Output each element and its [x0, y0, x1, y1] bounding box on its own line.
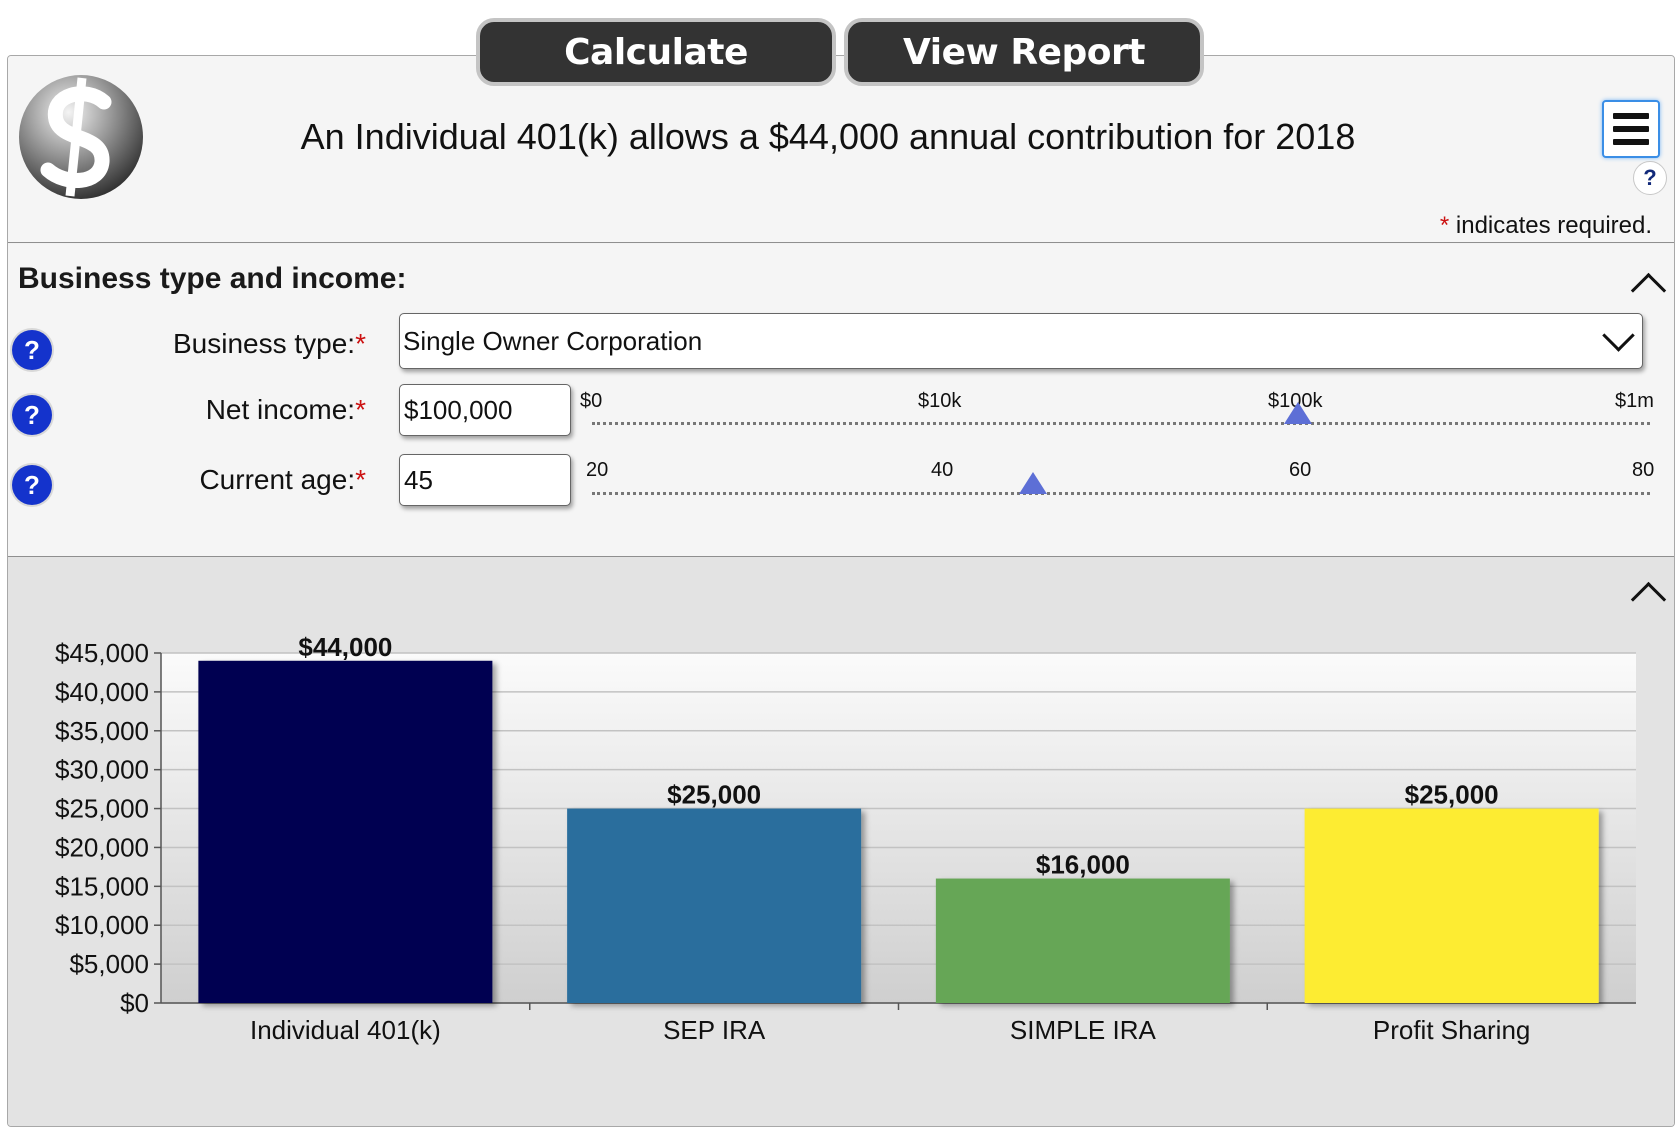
net-income-label-text: Net income: — [205, 394, 356, 425]
net-income-slider-handle[interactable] — [1283, 402, 1312, 424]
business-type-label-text: Business type: — [172, 328, 356, 359]
headline: An Individual 401(k) allows a $44,000 an… — [300, 116, 1356, 157]
business-type-required-star: * — [355, 328, 366, 359]
data-label: $44,000 — [298, 632, 392, 662]
net-income-input[interactable]: $100,000 — [399, 384, 571, 436]
current-age-tick: 60 — [1289, 459, 1312, 481]
header: An Individual 401(k) allows a $44,000 an… — [8, 56, 1674, 243]
y-tick-label: $25,000 — [55, 794, 149, 824]
data-label: $25,000 — [667, 780, 761, 810]
contribution-chart: $0 $5,000 $10,000 $15,000 $20,000 $25,000 $30,… — [55, 632, 1636, 1045]
category-label: SEP IRA — [663, 1015, 766, 1045]
current-age-required-star: * — [355, 464, 366, 495]
data-label: $25,000 — [1405, 780, 1499, 810]
calculator-panel: An Individual 401(k) allows a $44,000 an… — [7, 55, 1675, 1127]
business-type-value: Single Owner Corporation — [403, 325, 703, 356]
logo-icon — [19, 75, 143, 199]
current-age-help-icon[interactable]: ? — [12, 465, 52, 505]
chart-area: $0 $5,000 $10,000 $15,000 $20,000 $25,000 $30,… — [8, 557, 1674, 1126]
net-income-help-icon[interactable]: ? — [12, 395, 52, 435]
current-age-slider-handle[interactable] — [1018, 472, 1047, 494]
required-note: * indicates required. — [1440, 212, 1652, 240]
bar — [567, 808, 862, 1003]
section-title: Business type and income: — [18, 262, 407, 295]
current-age-tick: 20 — [586, 459, 609, 481]
business-type-select[interactable]: Single Owner Corporation — [399, 313, 1643, 369]
y-tick-label: $45,000 — [55, 638, 149, 668]
bar — [1304, 808, 1599, 1003]
current-age-tick: 80 — [1632, 459, 1655, 481]
category-label: Individual 401(k) — [250, 1015, 441, 1045]
collapse-chevron-icon[interactable] — [1630, 272, 1667, 309]
y-tick-label: $35,000 — [55, 716, 149, 746]
menu-icon[interactable] — [1602, 100, 1660, 158]
required-star: * — [1439, 212, 1450, 239]
y-tick-label: $10,000 — [55, 910, 149, 940]
help-icon[interactable]: ? — [1633, 161, 1667, 195]
current-age-input[interactable]: 45 — [399, 454, 571, 506]
net-income-tick: $10k — [918, 390, 962, 412]
current-age-tick: 40 — [931, 459, 954, 481]
category-label: SIMPLE IRA — [1010, 1015, 1157, 1045]
category-label: Profit Sharing — [1373, 1015, 1531, 1045]
business-type-help-icon[interactable]: ? — [12, 330, 52, 370]
required-note-text: indicates required. — [1449, 212, 1652, 239]
data-label: $16,000 — [1036, 850, 1130, 880]
bar — [935, 878, 1230, 1003]
current-age-label: Current age:* — [199, 464, 366, 496]
y-tick-label: $20,000 — [55, 832, 149, 862]
net-income-tick: $1m — [1615, 390, 1654, 412]
y-tick-label: $40,000 — [55, 677, 149, 707]
y-tick-label: $0 — [120, 988, 149, 1018]
net-income-label: Net income:* — [206, 394, 366, 426]
business-type-label: Business type:* — [173, 328, 366, 360]
bar — [198, 660, 493, 1003]
chevron-down-icon — [1602, 319, 1635, 352]
net-income-required-star: * — [355, 394, 366, 425]
current-age-slider-track[interactable] — [592, 492, 1650, 495]
net-income-tick: $0 — [580, 390, 603, 412]
y-tick-label: $5,000 — [69, 949, 149, 979]
view-report-button[interactable]: View Report — [844, 18, 1204, 86]
calculate-button[interactable]: Calculate — [476, 18, 836, 86]
y-tick-label: $15,000 — [55, 871, 149, 901]
y-tick-label: $30,000 — [55, 755, 149, 785]
net-income-slider-track[interactable] — [592, 422, 1650, 425]
current-age-label-text: Current age: — [199, 464, 356, 495]
business-section: Business type and income: ? Business typ… — [8, 244, 1674, 557]
